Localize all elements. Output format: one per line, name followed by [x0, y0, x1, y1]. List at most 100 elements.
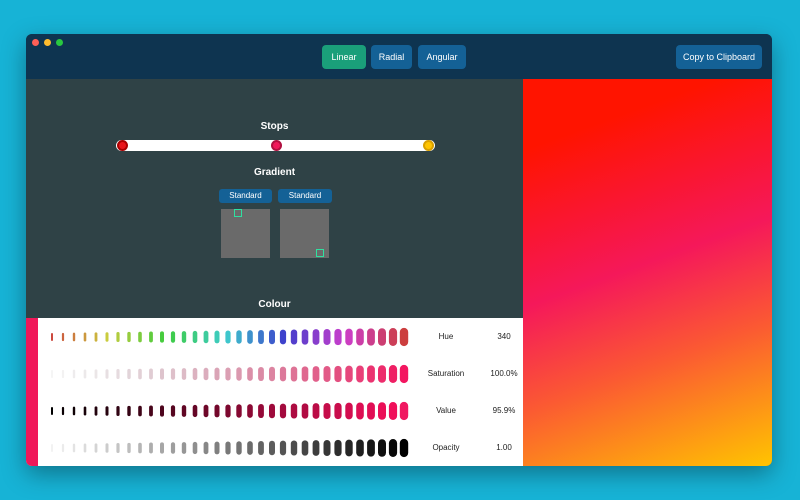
slider-tick[interactable] — [61, 369, 65, 379]
slider-tick[interactable] — [203, 441, 209, 455]
slider-tick[interactable] — [149, 442, 153, 454]
slider-tick[interactable] — [290, 366, 298, 382]
slider-tick[interactable] — [312, 440, 320, 456]
slider-tick[interactable] — [367, 402, 375, 420]
slider-tick[interactable] — [334, 439, 342, 457]
slider-tick[interactable] — [236, 441, 242, 455]
slider-tick[interactable] — [388, 328, 398, 346]
slider-tick[interactable] — [138, 368, 142, 380]
slider-tick[interactable] — [160, 368, 164, 380]
slider-tick[interactable] — [225, 367, 231, 381]
slider-tick[interactable] — [367, 439, 375, 457]
slider-tick[interactable] — [83, 406, 87, 416]
slider-tick[interactable] — [399, 364, 409, 384]
slider-tick[interactable] — [258, 329, 264, 345]
slider-tick[interactable] — [378, 328, 386, 346]
slider-tick[interactable] — [345, 365, 353, 383]
slider-tick[interactable] — [236, 367, 242, 381]
slider-tick[interactable] — [279, 440, 287, 456]
slider-tick[interactable] — [181, 405, 187, 417]
slider-tick[interactable] — [301, 329, 309, 345]
slider-tick[interactable] — [290, 329, 298, 345]
end-point-pad[interactable] — [280, 209, 329, 258]
slider-tick[interactable] — [116, 369, 120, 379]
slider-tick[interactable] — [225, 404, 231, 418]
slider-tick[interactable] — [279, 366, 287, 382]
slider-tick[interactable] — [399, 438, 409, 458]
slider-tick[interactable] — [170, 405, 176, 417]
slider-tick[interactable] — [312, 329, 320, 345]
stops-bar[interactable] — [116, 140, 435, 151]
slider-tick[interactable] — [356, 439, 364, 457]
slider-tick[interactable] — [399, 327, 409, 347]
slider-tick[interactable] — [83, 332, 87, 342]
slider-tick[interactable] — [138, 331, 142, 343]
slider-tick[interactable] — [247, 404, 253, 418]
slider-tick[interactable] — [72, 443, 76, 453]
slider-tick[interactable] — [94, 332, 98, 342]
slider-tick[interactable] — [105, 332, 109, 342]
slider-tick[interactable] — [388, 402, 398, 420]
slider-tick[interactable] — [378, 365, 386, 383]
slider-tick[interactable] — [367, 365, 375, 383]
slider-tick[interactable] — [290, 440, 298, 456]
slider-tick[interactable] — [203, 404, 209, 418]
slider-tick[interactable] — [312, 403, 320, 419]
slider-tick[interactable] — [214, 441, 220, 455]
slider-tick[interactable] — [247, 330, 253, 344]
standard-button[interactable]: Standard — [219, 189, 272, 203]
copy-button[interactable]: Copy to Clipboard — [676, 45, 762, 69]
slider-tick[interactable] — [181, 368, 187, 380]
zoom-button[interactable] — [56, 39, 63, 46]
slider-tick[interactable] — [138, 405, 142, 417]
slider-tick[interactable] — [225, 441, 231, 455]
slider-tick[interactable] — [192, 367, 198, 381]
slider-tick[interactable] — [269, 440, 275, 456]
slider-tick[interactable] — [127, 331, 131, 343]
slider-tick[interactable] — [51, 370, 53, 378]
slider-tick[interactable] — [192, 330, 198, 344]
slider-tick[interactable] — [192, 441, 198, 455]
slider-tick[interactable] — [51, 407, 53, 415]
slider-tick[interactable] — [61, 406, 65, 416]
slider-tick[interactable] — [334, 328, 342, 346]
slider-tick[interactable] — [94, 369, 98, 379]
point-handle[interactable] — [316, 249, 324, 257]
slider-tick[interactable] — [269, 329, 275, 345]
slider-tick[interactable] — [181, 442, 187, 454]
slider-tick[interactable] — [290, 403, 298, 419]
angular-button[interactable]: Angular — [418, 45, 466, 69]
slider-tick[interactable] — [378, 439, 386, 457]
slider-tick[interactable] — [72, 369, 76, 379]
slider-tick[interactable] — [367, 328, 375, 346]
slider-tick[interactable] — [214, 367, 220, 381]
slider-tick[interactable] — [258, 366, 264, 382]
slider-tick[interactable] — [72, 332, 76, 342]
slider-tick[interactable] — [149, 331, 153, 343]
slider-tick[interactable] — [258, 440, 264, 456]
linear-button[interactable]: Linear — [322, 45, 366, 69]
slider-tick[interactable] — [214, 330, 220, 344]
slider-tick[interactable] — [149, 405, 153, 417]
slider-tick[interactable] — [61, 443, 65, 453]
slider-tick[interactable] — [279, 403, 287, 419]
slider-tick[interactable] — [160, 405, 164, 417]
slider-tick[interactable] — [345, 439, 353, 457]
slider-tick[interactable] — [312, 366, 320, 382]
slider-tick[interactable] — [160, 331, 164, 343]
slider-tick[interactable] — [149, 368, 153, 380]
slider-tick[interactable] — [83, 443, 87, 453]
slider-tick[interactable] — [214, 404, 220, 418]
slider-tick[interactable] — [301, 403, 309, 419]
slider-tick[interactable] — [116, 443, 120, 453]
slider-tick[interactable] — [279, 329, 287, 345]
slider-tick[interactable] — [334, 365, 342, 383]
slider-tick[interactable] — [170, 368, 176, 380]
slider-tick[interactable] — [247, 367, 253, 381]
slider-tick[interactable] — [127, 405, 131, 417]
slider-tick[interactable] — [170, 331, 176, 343]
slider-tick[interactable] — [323, 366, 331, 382]
stop-knob[interactable] — [117, 140, 128, 151]
slider-tick[interactable] — [356, 365, 364, 383]
slider-tick[interactable] — [323, 329, 331, 345]
